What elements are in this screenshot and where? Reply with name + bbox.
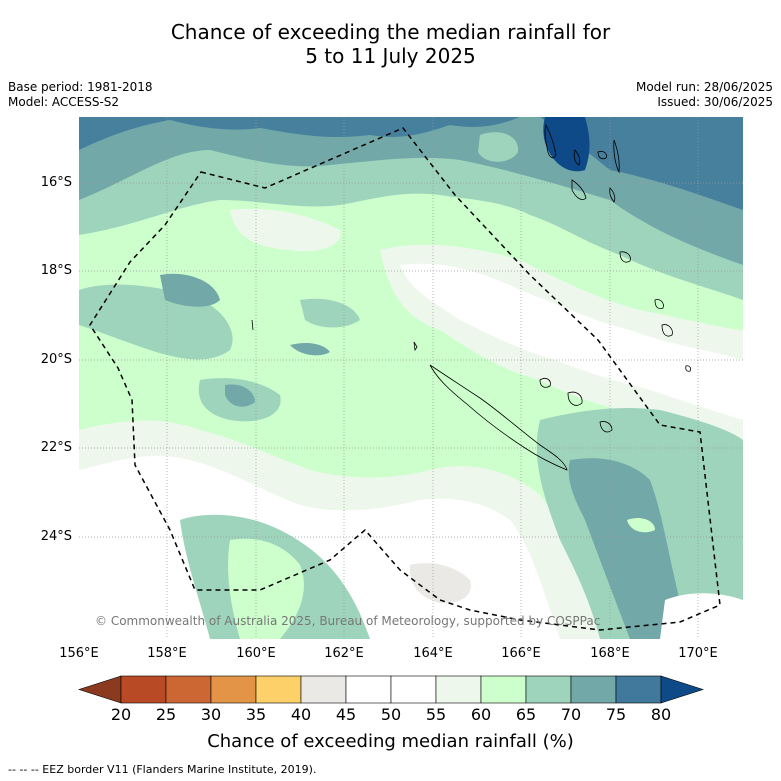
colorbar-tick-label: 25 <box>155 705 177 724</box>
colorbar-swatch <box>300 675 347 704</box>
copyright-notice: © Commonwealth of Australia 2025, Bureau… <box>95 614 601 628</box>
colorbar-tick-label: 50 <box>380 705 402 724</box>
colorbar-tick-label: 75 <box>605 705 627 724</box>
title-line-2: 5 to 11 July 2025 <box>305 44 476 68</box>
colorbar-swatch <box>525 675 572 704</box>
lat-label-24s: 24°S <box>40 529 72 544</box>
lat-label-16s: 16°S <box>40 175 72 190</box>
meta-left: Base period: 1981-2018 Model: ACCESS-S2 <box>8 80 153 110</box>
colorbar-tick-label: 35 <box>245 705 267 724</box>
colorbar-swatch <box>435 675 482 704</box>
lon-label-158e: 158°E <box>147 646 187 661</box>
lon-label-156e: 156°E <box>59 646 99 661</box>
lon-label-160e: 160°E <box>236 646 276 661</box>
colorbar-tick-label: 80 <box>650 705 672 724</box>
colorbar-over-arrow <box>660 675 704 704</box>
eez-footnote: -- -- -- EEZ border V11 (Flanders Marine… <box>8 763 317 776</box>
colorbar-swatch <box>345 675 392 704</box>
colorbar-swatch <box>210 675 257 704</box>
colorbar-swatch <box>120 675 167 704</box>
title-line-1: Chance of exceeding the median rainfall … <box>170 20 611 44</box>
colorbar-tick-label: 65 <box>515 705 537 724</box>
lon-label-168e: 168°E <box>590 646 630 661</box>
colorbar-tick-label: 40 <box>290 705 312 724</box>
colorbar-tick-label: 55 <box>425 705 447 724</box>
lon-label-166e: 166°E <box>501 646 541 661</box>
model-name: Model: ACCESS-S2 <box>8 95 120 109</box>
colorbar-title: Chance of exceeding median rainfall (%) <box>207 731 574 752</box>
lon-label-164e: 164°E <box>413 646 453 661</box>
issued-date: Issued: 30/06/2025 <box>657 95 773 109</box>
map-title: Chance of exceeding the median rainfall … <box>0 20 781 68</box>
colorbar-swatch <box>615 675 662 704</box>
lat-label-20s: 20°S <box>40 352 72 367</box>
lat-label-22s: 22°S <box>40 440 72 455</box>
colorbar-tick-label: 20 <box>110 705 132 724</box>
colorbar-tick-label: 45 <box>335 705 357 724</box>
eez-border <box>89 127 721 631</box>
colorbar-tick-label: 60 <box>470 705 492 724</box>
colorbar-tick-label: 30 <box>200 705 222 724</box>
colorbar-swatch <box>570 675 617 704</box>
graticule <box>79 117 743 639</box>
lat-label-18s: 18°S <box>40 263 72 278</box>
base-period: Base period: 1981-2018 <box>8 80 153 94</box>
colorbar-tick-label: 70 <box>560 705 582 724</box>
colorbar <box>78 675 704 704</box>
colorbar-swatch <box>480 675 527 704</box>
meta-right: Model run: 28/06/2025 Issued: 30/06/2025 <box>636 80 773 110</box>
model-run: Model run: 28/06/2025 <box>635 80 773 94</box>
lon-label-170e: 170°E <box>678 646 718 661</box>
coastlines <box>251 123 692 471</box>
colorbar-swatch <box>165 675 212 704</box>
lon-label-162e: 162°E <box>324 646 364 661</box>
colorbar-swatch <box>390 675 437 704</box>
colorbar-swatch <box>255 675 302 704</box>
rainfall-probability-field <box>79 117 743 639</box>
colorbar-under-arrow <box>78 675 122 704</box>
